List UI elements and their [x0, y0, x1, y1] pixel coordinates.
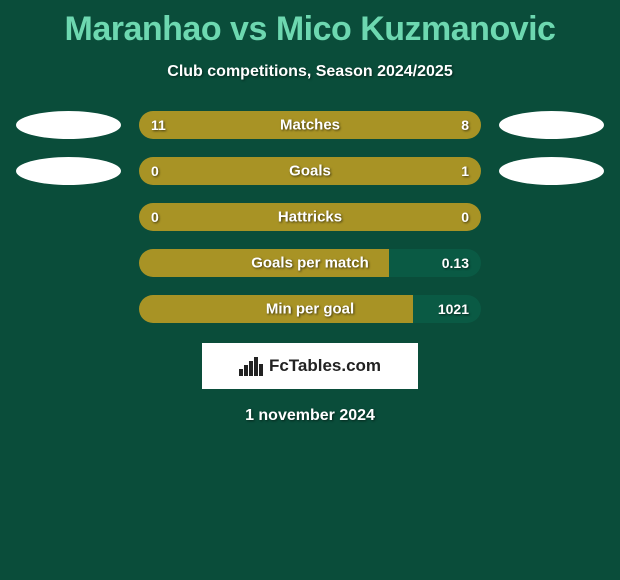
stat-bar: Min per goal 1021	[139, 295, 481, 323]
right-ellipse	[499, 111, 604, 139]
stat-label: Hattricks	[278, 209, 342, 226]
stat-right-value: 1	[461, 163, 469, 179]
stat-right-value: 0	[461, 209, 469, 225]
stat-bar: Matches 11 8	[139, 111, 481, 139]
stat-right-value: 1021	[438, 301, 469, 317]
stat-bar: Goals 0 1	[139, 157, 481, 185]
stats-container: Matches 11 8 Goals 0 1 Hattricks 0 0 Goals per ma…	[0, 111, 620, 323]
stat-left-value: 0	[151, 209, 159, 225]
stat-row: Min per goal 1021	[0, 295, 620, 323]
stat-left-value: 11	[151, 117, 166, 133]
stat-row: Matches 11 8	[0, 111, 620, 139]
stat-row: Hattricks 0 0	[0, 203, 620, 231]
stat-label: Min per goal	[266, 301, 354, 318]
stat-bar: Goals per match 0.13	[139, 249, 481, 277]
stat-bar: Hattricks 0 0	[139, 203, 481, 231]
logo-text: FcTables.com	[269, 356, 381, 376]
page-title: Maranhao vs Mico Kuzmanovic	[0, 0, 620, 49]
stat-label: Matches	[280, 117, 340, 134]
page-subtitle: Club competitions, Season 2024/2025	[0, 63, 620, 81]
stat-row: Goals 0 1	[0, 157, 620, 185]
left-ellipse	[16, 111, 121, 139]
left-ellipse	[16, 157, 121, 185]
footer-date: 1 november 2024	[0, 407, 620, 425]
stat-left-value: 0	[151, 163, 159, 179]
stat-label: Goals per match	[251, 255, 369, 272]
stat-right-value: 0.13	[442, 255, 469, 271]
stat-row: Goals per match 0.13	[0, 249, 620, 277]
bar-right-fill	[337, 111, 481, 139]
bar-right-fill	[201, 157, 481, 185]
right-ellipse	[499, 157, 604, 185]
stat-right-value: 8	[461, 117, 469, 133]
stat-label: Goals	[289, 163, 331, 180]
logo-box: FcTables.com	[202, 343, 418, 389]
bar-chart-icon	[239, 356, 263, 376]
bar-left-fill	[139, 157, 201, 185]
